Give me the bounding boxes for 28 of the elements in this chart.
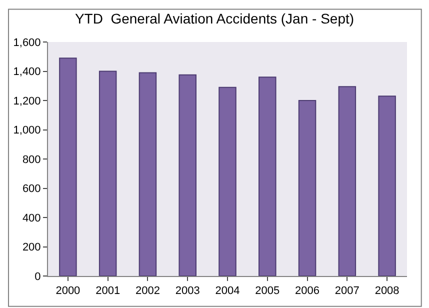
bar	[378, 96, 396, 276]
x-tick-label: 2004	[215, 285, 240, 298]
y-tick-label: 1,400	[13, 66, 41, 78]
x-tick-label: 2002	[135, 285, 160, 298]
x-tick-label: 2007	[334, 285, 360, 298]
x-tick-label: 2000	[56, 285, 80, 298]
chart-title: YTD General Aviation Accidents (Jan - Sept)	[74, 10, 354, 27]
bar	[59, 58, 77, 276]
y-tick-label: 600	[22, 183, 41, 196]
y-tick-label: 1,600	[13, 36, 41, 49]
y-tick-label: 0	[34, 270, 41, 283]
y-tick-label: 1,000	[13, 124, 41, 137]
bar	[218, 86, 236, 276]
bar	[138, 72, 157, 276]
bar	[298, 100, 316, 276]
x-tick-label: 2006	[295, 285, 320, 298]
x-tick-label: 2005	[255, 285, 280, 298]
bar	[98, 70, 117, 276]
bar	[178, 74, 196, 276]
x-tick-label: 2003	[175, 285, 200, 298]
y-tick-label: 1,200	[13, 95, 41, 108]
bar	[258, 76, 276, 276]
x-tick-label: 2001	[96, 285, 120, 298]
y-tick-label: 800	[22, 154, 41, 166]
x-tick-label: 2008	[374, 285, 400, 298]
y-tick-label: 400	[22, 212, 41, 224]
bar	[338, 86, 356, 276]
y-tick-label: 200	[22, 242, 41, 254]
